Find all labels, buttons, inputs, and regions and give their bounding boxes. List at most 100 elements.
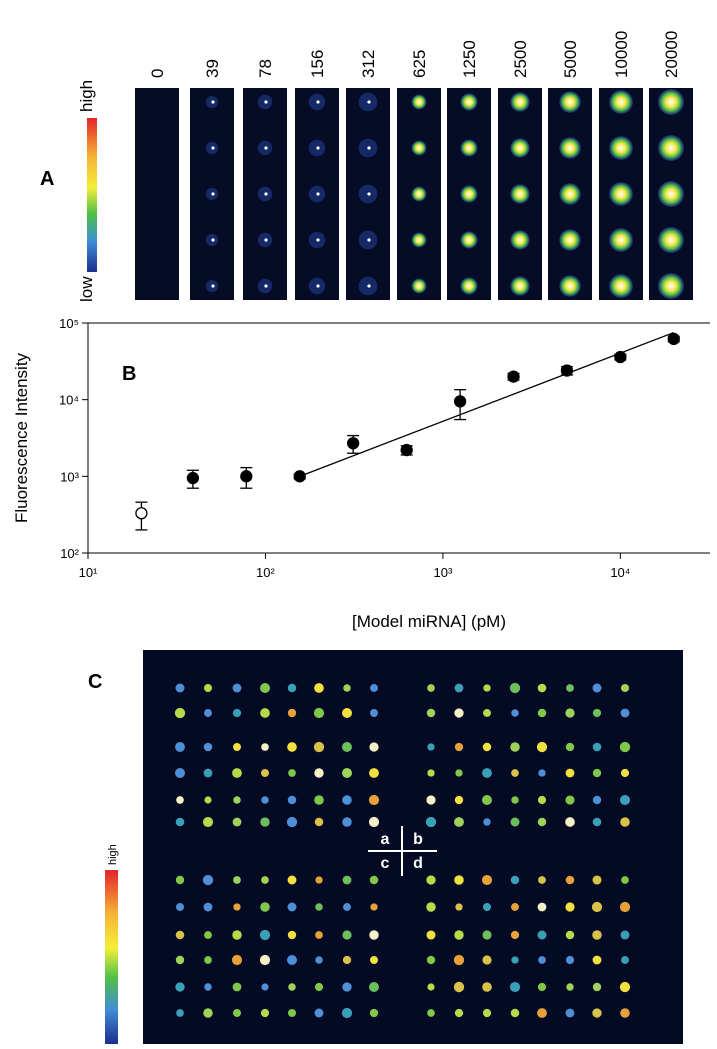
spot <box>482 742 492 752</box>
spot <box>232 768 242 778</box>
x-axis-label: [Model miRNA] (pM) <box>352 612 506 631</box>
spot <box>233 743 241 751</box>
spot <box>204 796 212 804</box>
spot <box>176 1009 184 1017</box>
spot <box>537 930 547 940</box>
colorbar-high: high <box>107 844 119 865</box>
spot <box>260 817 270 827</box>
spot <box>261 876 269 884</box>
spot <box>510 742 520 752</box>
quadrant-label: a <box>381 831 390 848</box>
spot <box>509 682 521 694</box>
concentration-label: 2500 <box>511 40 530 78</box>
colorbar <box>87 118 97 272</box>
spot <box>460 231 478 249</box>
spot <box>565 875 575 885</box>
data-point <box>507 370 520 383</box>
spot <box>620 683 630 693</box>
spot <box>342 817 352 827</box>
spot <box>537 708 547 718</box>
spot <box>175 902 185 912</box>
spot <box>537 1008 547 1018</box>
spot <box>427 983 435 991</box>
spot <box>511 796 519 804</box>
spot <box>259 929 271 941</box>
spot <box>592 742 602 752</box>
spot <box>316 146 320 150</box>
spot <box>232 683 242 693</box>
array-image <box>143 650 683 1044</box>
concentration-label: 625 <box>410 50 429 78</box>
spot <box>559 183 581 205</box>
spot <box>592 795 602 805</box>
spot <box>592 1008 602 1018</box>
x-tick-label: 10³ <box>434 565 453 580</box>
spot <box>511 956 519 964</box>
concentration-label: 20000 <box>662 31 681 78</box>
spot <box>204 684 212 692</box>
spot <box>203 902 213 912</box>
panel-label: C <box>88 671 102 693</box>
spot <box>537 795 547 805</box>
spot <box>510 92 530 112</box>
spot <box>511 903 519 911</box>
data-point <box>560 364 574 377</box>
spot <box>537 902 547 912</box>
spot <box>455 903 463 911</box>
quadrant-label: c <box>381 855 390 872</box>
spot <box>510 930 520 940</box>
spot <box>315 903 323 911</box>
spot <box>591 901 603 913</box>
spot <box>454 930 464 940</box>
spot <box>287 902 297 912</box>
spot <box>370 709 378 717</box>
spot <box>260 902 270 912</box>
spot <box>411 278 427 294</box>
spot <box>426 708 436 718</box>
spot <box>316 284 320 288</box>
spot <box>592 768 602 778</box>
spot <box>454 875 464 885</box>
spot <box>510 184 530 204</box>
spot <box>510 1008 520 1018</box>
spot <box>175 875 185 885</box>
spot <box>343 684 351 692</box>
x-tick-label: 10² <box>256 565 275 580</box>
spot <box>260 1008 270 1018</box>
spot <box>259 682 271 694</box>
spot <box>342 955 352 965</box>
spot <box>232 708 242 718</box>
spot <box>175 742 185 752</box>
spot <box>175 955 185 965</box>
y-tick-label: 10⁴ <box>59 393 79 408</box>
y-tick-label: 10² <box>60 546 79 561</box>
spot <box>510 230 530 250</box>
spot <box>566 983 574 991</box>
spot <box>537 683 547 693</box>
spot <box>368 794 380 806</box>
spot <box>453 981 465 993</box>
spot <box>369 875 379 885</box>
spot <box>232 982 242 992</box>
spot <box>619 741 631 753</box>
spot <box>483 709 491 717</box>
spot <box>288 983 296 991</box>
spot <box>367 100 371 104</box>
spot <box>369 930 379 940</box>
concentration-label: 10000 <box>612 31 631 78</box>
spot <box>427 769 435 777</box>
spot <box>233 1009 241 1017</box>
spot <box>609 90 633 114</box>
spot <box>538 956 546 964</box>
spot <box>203 768 213 778</box>
spot <box>609 274 633 298</box>
spot <box>203 742 213 752</box>
concentration-label: 1250 <box>460 40 479 78</box>
spot <box>367 238 371 242</box>
spot <box>264 284 268 288</box>
spot <box>316 192 320 196</box>
spot <box>565 817 575 827</box>
concentration-label: 0 <box>148 69 167 78</box>
spot <box>343 903 351 911</box>
spot <box>231 954 243 966</box>
